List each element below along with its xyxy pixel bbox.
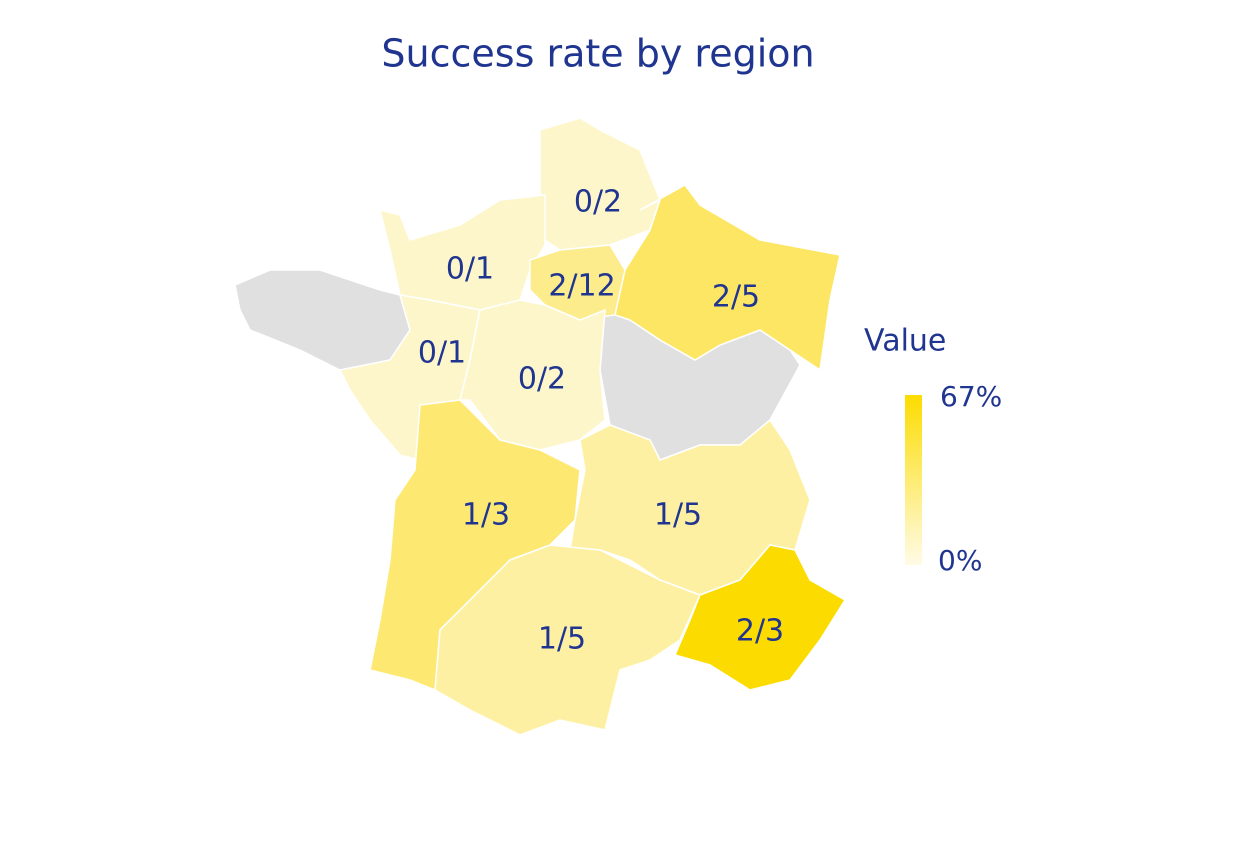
- region-no-data: [234, 269, 411, 371]
- map-title: Success rate by region: [381, 32, 814, 76]
- legend-title: Value: [864, 324, 946, 359]
- legend-max-label: 67%: [940, 380, 1002, 413]
- region: [434, 544, 702, 736]
- region-label: 0/1: [418, 336, 466, 371]
- region-label: 1/5: [654, 498, 702, 533]
- region-label: 2/3: [736, 614, 784, 649]
- region: [614, 184, 841, 372]
- region-label: 2/5: [712, 280, 760, 315]
- region-label: 1/3: [462, 498, 510, 533]
- region: [673, 544, 847, 691]
- region-label: 2/12: [548, 269, 615, 304]
- region-label: 0/1: [446, 252, 494, 287]
- legend-colorbar: [905, 395, 922, 565]
- legend-min-label: 0%: [938, 544, 982, 577]
- region-label: 0/2: [574, 185, 622, 220]
- region-label: 0/2: [518, 362, 566, 397]
- region-label: 1/5: [538, 622, 586, 657]
- region: [459, 299, 606, 451]
